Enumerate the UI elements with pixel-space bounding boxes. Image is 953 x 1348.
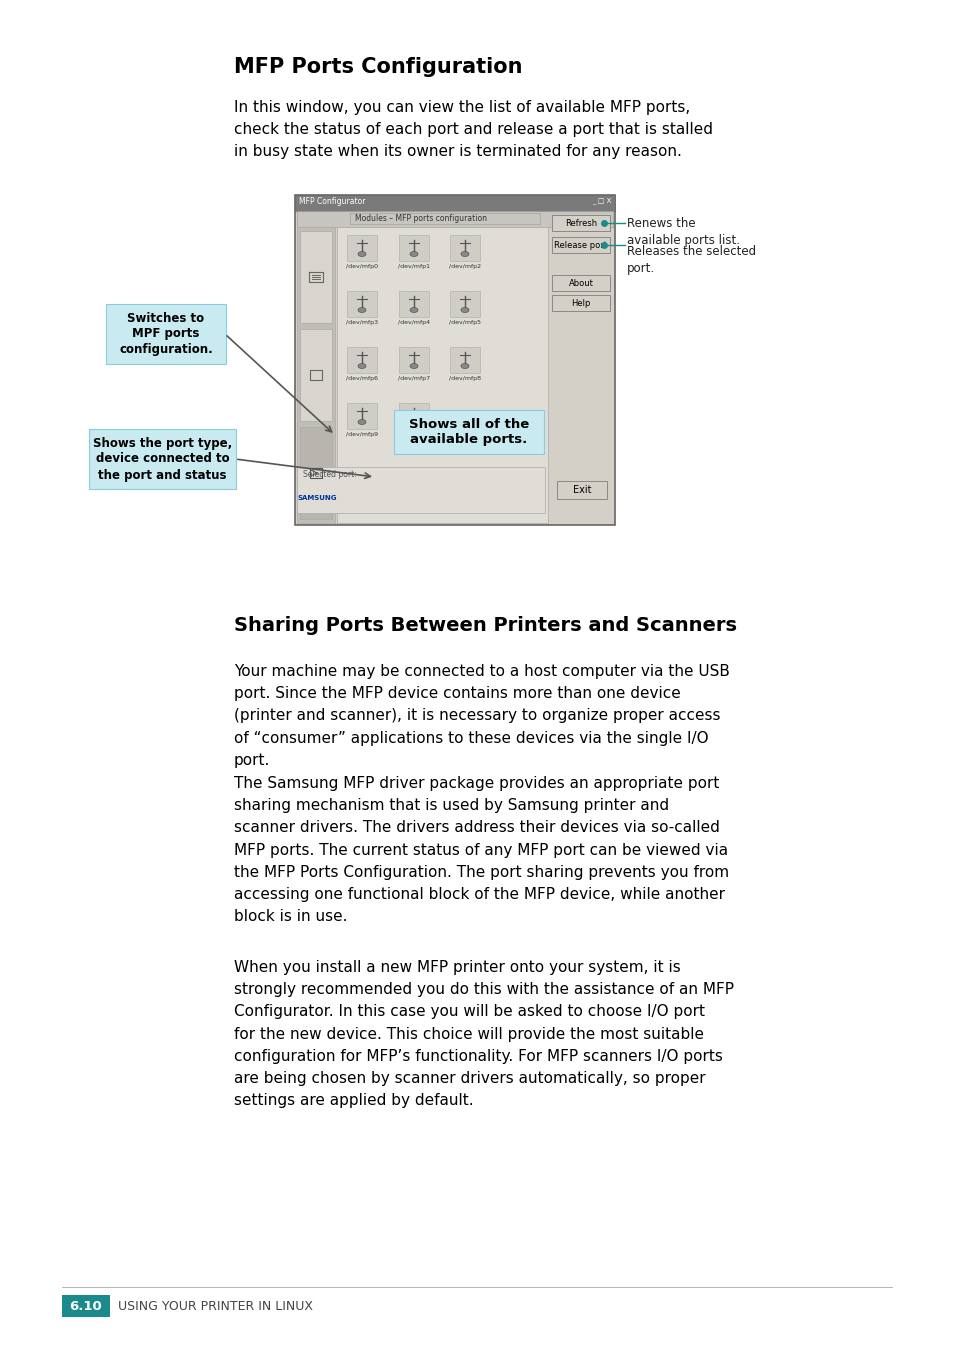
Text: Exit: Exit [572, 485, 591, 495]
Bar [347, 291, 376, 317]
Text: SAMSUNG: SAMSUNG [297, 495, 336, 501]
Bar [299, 329, 332, 421]
Text: /dev/mfp5: /dev/mfp5 [449, 319, 480, 325]
Bar [296, 466, 544, 514]
Bar [299, 231, 332, 324]
Text: /dev/mfp3: /dev/mfp3 [346, 319, 377, 325]
Ellipse shape [460, 364, 469, 368]
Text: Your machine may be connected to a host computer via the USB
port. Since the MFP: Your machine may be connected to a host … [233, 665, 729, 768]
Bar [296, 226, 335, 523]
Bar [552, 214, 609, 231]
Ellipse shape [410, 252, 417, 256]
Text: /dev/mfp0: /dev/mfp0 [346, 264, 377, 270]
Bar [450, 346, 479, 373]
Ellipse shape [357, 307, 366, 313]
Bar [294, 195, 615, 212]
Text: MFP Configurator: MFP Configurator [298, 197, 365, 206]
Text: /dev/mfp7: /dev/mfp7 [397, 376, 430, 381]
Bar [552, 295, 609, 311]
Bar [62, 1295, 110, 1317]
Ellipse shape [410, 364, 417, 368]
Ellipse shape [357, 419, 366, 425]
Ellipse shape [460, 307, 469, 313]
Text: The Samsung MFP driver package provides an appropriate port
sharing mechanism th: The Samsung MFP driver package provides … [233, 776, 728, 925]
Text: Help: Help [571, 298, 590, 307]
Bar [398, 291, 429, 317]
Text: _ □ X: _ □ X [591, 197, 610, 204]
Ellipse shape [410, 307, 417, 313]
Text: Release port: Release port [554, 240, 607, 249]
Bar [552, 237, 609, 253]
Text: /dev/mfp10: /dev/mfp10 [395, 431, 432, 437]
Bar [450, 291, 479, 317]
Bar [552, 275, 609, 291]
Bar [347, 403, 376, 429]
Ellipse shape [357, 252, 366, 256]
Ellipse shape [410, 419, 417, 425]
FancyBboxPatch shape [106, 305, 226, 364]
Bar [299, 427, 332, 519]
Text: MFP Ports Configuration: MFP Ports Configuration [233, 57, 522, 77]
FancyBboxPatch shape [89, 429, 235, 489]
Bar [398, 346, 429, 373]
Text: Refresh: Refresh [564, 218, 597, 228]
FancyBboxPatch shape [394, 410, 543, 454]
Text: Renews the
available ports list.: Renews the available ports list. [626, 217, 740, 247]
Bar [296, 212, 613, 226]
Text: Releases the selected
port.: Releases the selected port. [626, 245, 756, 275]
Bar [398, 235, 429, 262]
Text: When you install a new MFP printer onto your system, it is
strongly recommended : When you install a new MFP printer onto … [233, 960, 733, 1108]
Text: /dev/mfp2: /dev/mfp2 [449, 264, 480, 270]
Bar [350, 213, 539, 224]
Text: /dev/mfp1: /dev/mfp1 [397, 264, 430, 270]
Bar [450, 235, 479, 262]
Text: 6.10: 6.10 [70, 1299, 102, 1313]
Text: Sharing Ports Between Printers and Scanners: Sharing Ports Between Printers and Scann… [233, 616, 737, 635]
Ellipse shape [460, 252, 469, 256]
Text: /dev/mfp9: /dev/mfp9 [346, 431, 377, 437]
Bar [557, 481, 606, 499]
Bar [336, 226, 547, 523]
Text: USING YOUR PRINTER IN LINUX: USING YOUR PRINTER IN LINUX [118, 1299, 313, 1313]
Text: Shows the port type,
device connected to
the port and status: Shows the port type, device connected to… [92, 437, 232, 481]
Text: Selected port:: Selected port: [303, 470, 356, 479]
Text: /dev/mfp4: /dev/mfp4 [397, 319, 430, 325]
Bar [294, 195, 615, 524]
Bar [398, 403, 429, 429]
Bar [347, 235, 376, 262]
Text: In this window, you can view the list of available MFP ports,
check the status o: In this window, you can view the list of… [233, 100, 712, 159]
Text: Switches to
MPF ports
configuration.: Switches to MPF ports configuration. [119, 311, 213, 356]
Ellipse shape [357, 364, 366, 368]
Text: Modules – MFP ports configuration: Modules – MFP ports configuration [355, 214, 486, 222]
Text: /dev/mfp6: /dev/mfp6 [346, 376, 377, 381]
Text: About: About [568, 279, 593, 287]
Text: /dev/mfp8: /dev/mfp8 [449, 376, 480, 381]
Text: Shows all of the
available ports.: Shows all of the available ports. [409, 418, 529, 446]
Bar [347, 346, 376, 373]
